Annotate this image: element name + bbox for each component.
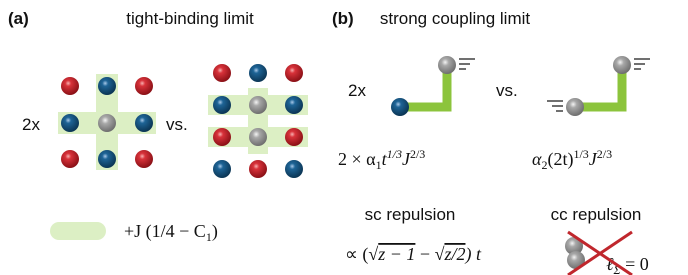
panel-title: tight-binding limit xyxy=(126,9,254,28)
formula-part: − xyxy=(415,244,434,264)
site xyxy=(61,77,79,95)
sc-formula: ∝ (√z − 1 − √z/2) t xyxy=(345,244,482,265)
versus: vs. xyxy=(166,115,188,134)
superscript: 2/3 xyxy=(410,147,425,161)
path-right xyxy=(547,56,650,116)
hole xyxy=(613,56,631,74)
hole xyxy=(566,98,584,116)
multiplier: 2x xyxy=(22,115,40,134)
site xyxy=(98,150,116,168)
versus: vs. xyxy=(496,81,518,100)
formula-part: +J (1/4 − C xyxy=(124,221,206,242)
superscript: 2/3 xyxy=(597,147,612,161)
lattice-left xyxy=(58,74,156,170)
site xyxy=(213,160,231,178)
formula-left: 2 × α1t1/3J2/3 xyxy=(338,147,425,172)
figure: (a) tight-binding limit 2x vs. +J (1/4 −… xyxy=(0,0,688,275)
hole xyxy=(249,128,267,146)
path-left xyxy=(391,56,475,116)
cc-illustration: ℓΣ = 0 xyxy=(565,232,649,275)
site xyxy=(285,96,303,114)
hole xyxy=(438,56,456,74)
panel-label: (a) xyxy=(8,9,29,28)
site xyxy=(61,150,79,168)
site xyxy=(249,64,267,82)
panel-label: (b) xyxy=(332,9,354,28)
motion-lines xyxy=(459,59,475,69)
page: (a) tight-binding limit 2x vs. +J (1/4 −… xyxy=(0,0,688,275)
site xyxy=(98,77,116,95)
site xyxy=(285,160,303,178)
formula-part: ) xyxy=(212,221,218,242)
formula-part: z/2 xyxy=(443,244,465,264)
formula-part: z − 1 xyxy=(377,244,415,264)
site xyxy=(61,114,79,132)
hole xyxy=(98,114,116,132)
legend-swatch xyxy=(50,222,106,240)
formula-right: α2(2t)1/3J2/3 xyxy=(532,147,612,172)
path-bond xyxy=(400,65,447,107)
site xyxy=(213,128,231,146)
multiplier: 2x xyxy=(348,81,366,100)
site xyxy=(249,160,267,178)
formula-part: √ xyxy=(368,244,378,264)
site xyxy=(135,114,153,132)
site xyxy=(285,128,303,146)
path-bond xyxy=(575,65,622,107)
superscript: 1/3 xyxy=(387,147,402,161)
panel-title: strong coupling limit xyxy=(380,9,531,28)
section-title: sc repulsion xyxy=(365,205,456,224)
site xyxy=(285,64,303,82)
formula-part: (2t) xyxy=(547,149,573,170)
legend-formula: +J (1/4 − C1) xyxy=(124,221,218,244)
site xyxy=(135,77,153,95)
site xyxy=(391,98,409,116)
superscript: 1/3 xyxy=(573,147,588,161)
site xyxy=(213,64,231,82)
hole xyxy=(249,96,267,114)
site xyxy=(135,150,153,168)
lattice-right xyxy=(208,64,308,178)
formula-part: 2 × α xyxy=(338,149,376,169)
formula-part: √ xyxy=(435,244,445,264)
site xyxy=(213,96,231,114)
formula-part: ∝ ( xyxy=(345,244,368,265)
formula-part: ) t xyxy=(464,244,481,265)
section-title: cc repulsion xyxy=(551,205,642,224)
